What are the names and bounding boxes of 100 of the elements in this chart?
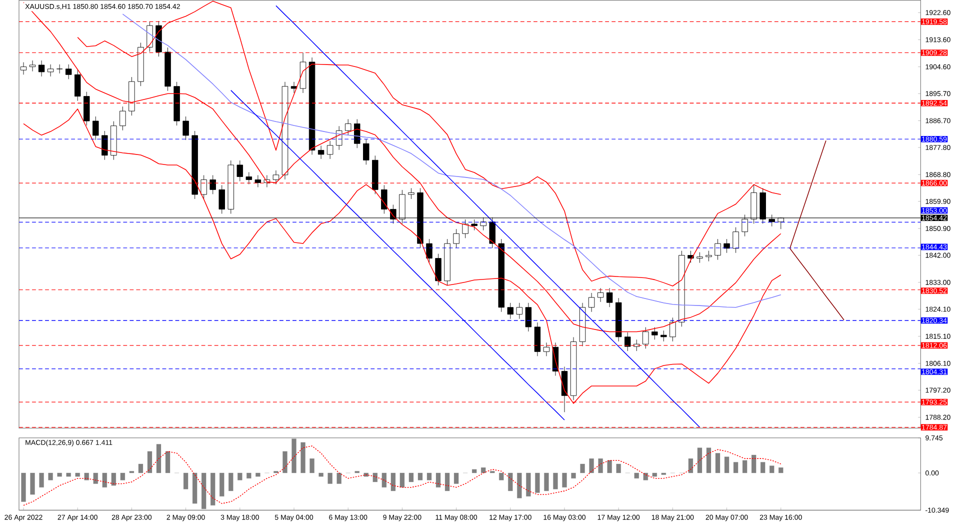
bar	[256, 472, 260, 476]
bar	[246, 472, 252, 478]
bar	[418, 472, 423, 480]
bar	[436, 472, 441, 488]
bar	[706, 447, 712, 473]
candlestick	[344, 118, 352, 136]
bar	[733, 462, 738, 473]
bar	[165, 451, 170, 473]
bar	[544, 472, 549, 491]
candlestick	[56, 64, 63, 74]
candlestick	[606, 288, 613, 308]
bar	[93, 472, 98, 484]
candlestick	[254, 174, 262, 188]
candlestick	[624, 332, 631, 352]
candlestick	[47, 64, 54, 76]
candlestick	[29, 60, 36, 72]
bar	[57, 472, 62, 476]
bar	[589, 458, 594, 473]
candlestick	[38, 60, 45, 76]
bar	[390, 472, 396, 491]
bar	[147, 451, 152, 473]
candlestick	[236, 160, 244, 182]
candlestick	[381, 184, 388, 214]
bar	[120, 472, 126, 480]
candlestick	[290, 81, 298, 93]
bar	[535, 472, 540, 493]
candlestick	[714, 238, 721, 260]
bar	[364, 472, 368, 476]
candlestick	[182, 116, 189, 140]
bar	[292, 438, 296, 473]
candlestick	[525, 302, 532, 332]
candlestick	[696, 252, 703, 263]
bar	[553, 472, 558, 489]
bar	[472, 469, 477, 473]
bar	[760, 462, 766, 473]
candlestick	[272, 170, 280, 184]
candlestick	[507, 302, 514, 319]
bar	[454, 472, 459, 484]
bar	[481, 467, 486, 473]
bar	[30, 472, 35, 494]
bar	[75, 472, 80, 476]
bar	[310, 458, 314, 473]
candlestick	[74, 70, 81, 101]
bar	[752, 454, 756, 473]
candlestick	[210, 174, 216, 194]
bar	[571, 472, 576, 478]
line-series	[122, 13, 782, 308]
candlestick	[435, 253, 442, 286]
candlestick	[218, 184, 225, 214]
candlestick	[120, 106, 126, 130]
candlestick	[354, 118, 360, 148]
bar	[508, 472, 513, 491]
bar	[499, 472, 504, 480]
bar	[598, 458, 603, 473]
candlestick	[652, 326, 658, 340]
candlestick	[724, 238, 730, 253]
bar	[382, 472, 386, 488]
bar	[426, 472, 432, 480]
bar	[724, 456, 730, 473]
bar	[400, 472, 405, 488]
candlestick	[516, 302, 523, 319]
bar	[39, 472, 44, 488]
bar	[318, 472, 324, 476]
candlestick	[92, 116, 99, 140]
bar	[517, 472, 522, 498]
bar	[328, 472, 332, 484]
bar	[778, 467, 784, 473]
bar	[444, 472, 450, 491]
candlestick	[426, 238, 432, 263]
bar	[84, 472, 89, 480]
candlestick	[102, 130, 108, 160]
bar	[634, 472, 639, 478]
bar	[156, 444, 162, 473]
candlestick	[660, 330, 667, 342]
bar	[616, 464, 621, 473]
bar	[688, 458, 694, 473]
bar	[228, 472, 234, 491]
candlestick	[65, 64, 72, 80]
bar	[526, 472, 531, 496]
candlestick	[670, 317, 676, 342]
bar	[742, 460, 748, 473]
bar	[210, 472, 216, 506]
bar	[652, 472, 657, 476]
bar	[183, 472, 188, 489]
candlestick	[318, 145, 324, 159]
candlestick	[146, 21, 153, 52]
bar	[697, 447, 702, 473]
candlestick	[20, 62, 27, 75]
candlestick	[706, 250, 712, 262]
candlestick	[363, 138, 370, 165]
candlestick	[642, 326, 649, 349]
bar	[770, 465, 774, 473]
candlestick	[326, 140, 334, 159]
bar	[220, 472, 224, 496]
bar	[643, 472, 648, 480]
bar	[102, 472, 107, 488]
bar	[372, 472, 378, 482]
candlestick	[543, 342, 550, 356]
bar	[192, 472, 198, 504]
bar	[607, 460, 612, 473]
